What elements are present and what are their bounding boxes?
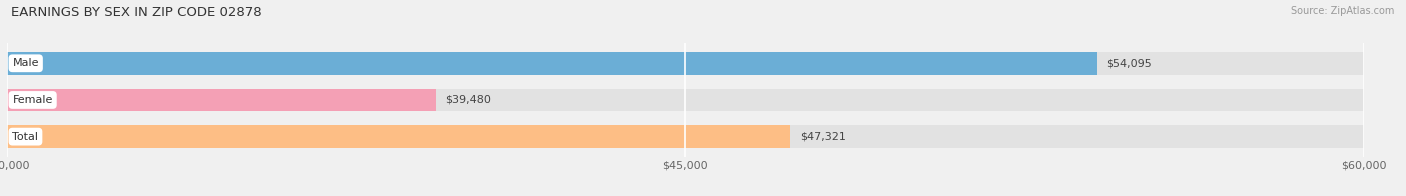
Text: EARNINGS BY SEX IN ZIP CODE 02878: EARNINGS BY SEX IN ZIP CODE 02878 xyxy=(11,6,262,19)
Bar xyxy=(7,125,1364,148)
Text: $47,321: $47,321 xyxy=(800,132,846,142)
Text: $54,095: $54,095 xyxy=(1107,58,1152,68)
Text: Female: Female xyxy=(13,95,53,105)
Text: Male: Male xyxy=(13,58,39,68)
Bar xyxy=(7,89,1364,111)
Bar xyxy=(7,89,436,111)
Text: $39,480: $39,480 xyxy=(446,95,491,105)
Bar xyxy=(7,52,1097,75)
Bar xyxy=(7,125,790,148)
Text: Total: Total xyxy=(13,132,38,142)
Text: Source: ZipAtlas.com: Source: ZipAtlas.com xyxy=(1291,6,1395,16)
Bar xyxy=(7,52,1364,75)
